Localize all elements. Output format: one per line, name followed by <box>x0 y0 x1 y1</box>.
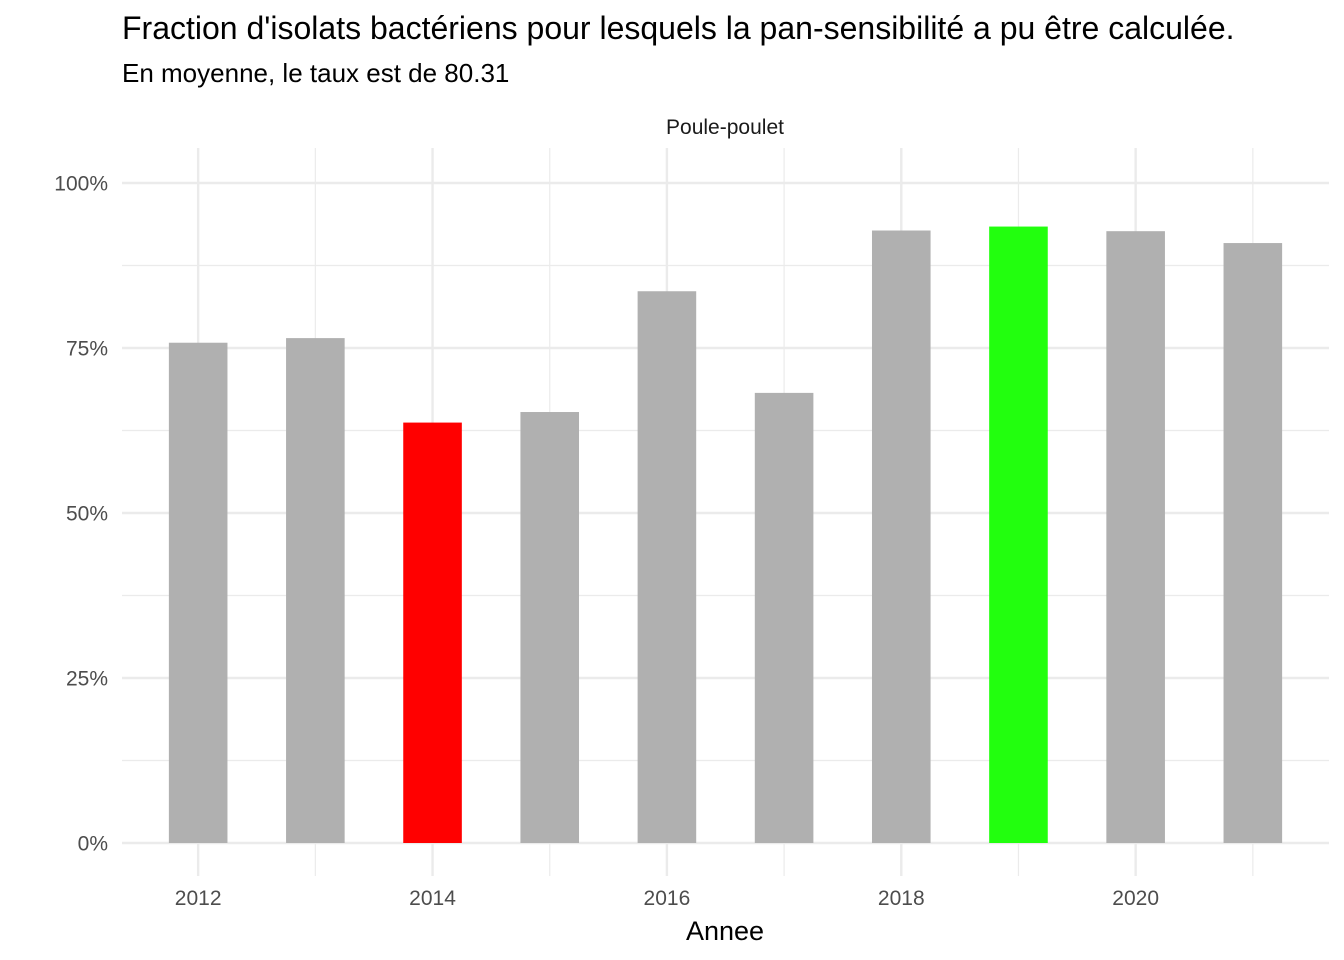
y-tick-label: 100% <box>54 173 108 196</box>
bar-2012 <box>168 342 228 843</box>
bar-2017 <box>754 392 814 843</box>
y-axis-ticks: 0% 25% 50% 75% 100% <box>54 173 108 856</box>
y-tick-label: 50% <box>66 503 108 526</box>
facet-label: Poule-poulet <box>666 116 784 139</box>
chart-subtitle: En moyenne, le taux est de 80.31 <box>122 58 510 88</box>
bars <box>168 226 1283 843</box>
x-tick-label: 2014 <box>409 887 456 910</box>
x-axis-title: Annee <box>686 916 764 946</box>
y-tick-label: 25% <box>66 668 108 691</box>
chart-title: Fraction d'isolats bactériens pour lesqu… <box>122 10 1235 46</box>
x-tick-label: 2020 <box>1112 887 1159 910</box>
x-tick-label: 2016 <box>644 887 691 910</box>
bar-2013 <box>286 338 345 843</box>
bar-2016 <box>637 291 697 843</box>
bar-2020 <box>1106 231 1165 843</box>
bar-2021 <box>1223 243 1283 843</box>
bar-2014 <box>403 422 462 843</box>
y-tick-label: 0% <box>78 833 108 856</box>
x-tick-label: 2018 <box>878 887 925 910</box>
bar-2018 <box>871 230 931 843</box>
bar-2019 <box>989 226 1048 843</box>
y-tick-label: 75% <box>66 338 108 361</box>
bar-2015 <box>520 412 580 843</box>
x-axis-ticks: 2012 2014 2016 2018 2020 <box>175 887 1159 910</box>
x-tick-label: 2012 <box>175 887 222 910</box>
